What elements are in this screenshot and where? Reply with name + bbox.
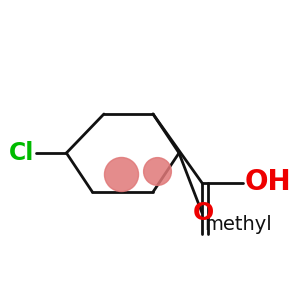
Text: O: O bbox=[193, 201, 214, 225]
Text: methyl: methyl bbox=[204, 215, 272, 234]
Text: OH: OH bbox=[245, 167, 292, 196]
Point bbox=[155, 169, 160, 173]
Point bbox=[119, 172, 124, 176]
Text: Cl: Cl bbox=[9, 141, 34, 165]
